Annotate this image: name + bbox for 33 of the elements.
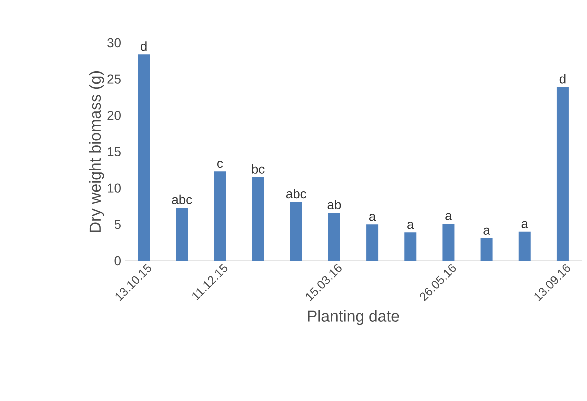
data-label: a [522, 221, 528, 228]
y-tick-label: 15 [108, 147, 121, 157]
y-tick-label: 30 [108, 38, 121, 48]
bar [328, 213, 340, 261]
bar [366, 224, 379, 261]
y-tick-label: 25 [108, 74, 121, 84]
data-label: abc [172, 194, 192, 204]
bar [404, 232, 417, 261]
y-tick-label: 10 [108, 184, 121, 193]
data-label: a [484, 228, 490, 235]
bar [176, 208, 188, 261]
bar [214, 172, 226, 261]
bar [138, 54, 150, 261]
bar [556, 87, 569, 261]
bar [252, 177, 264, 261]
bar [442, 224, 455, 261]
data-label: d [560, 74, 566, 84]
y-axis-title: Dry weight biomass (g) [89, 72, 104, 232]
y-tick-label: 20 [108, 111, 121, 120]
y-tick-label: 0 [114, 256, 121, 266]
bar [480, 238, 493, 261]
data-label: a [446, 213, 452, 220]
data-label: a [408, 222, 414, 230]
data-label: a [369, 214, 376, 222]
bar [518, 232, 531, 261]
y-tick-label: 5 [114, 220, 121, 230]
data-label: abc [286, 189, 306, 199]
data-label: c [218, 161, 224, 168]
data-label: ab [328, 200, 342, 210]
data-label: d [140, 42, 147, 52]
bar [290, 202, 302, 261]
x-axis-title: Planting date [308, 310, 400, 326]
data-label: bc [252, 164, 265, 174]
